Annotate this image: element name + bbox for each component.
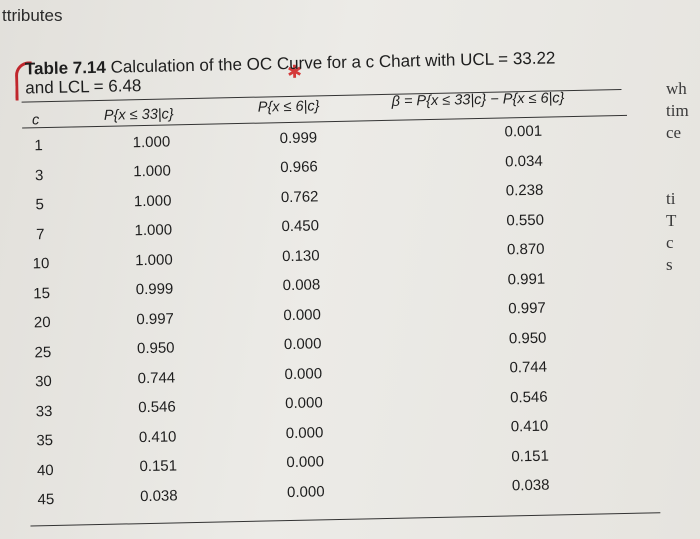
cell-c: 10 xyxy=(32,255,50,273)
cell-p-le-33: 0.410 xyxy=(138,428,177,446)
cell-p-le-6: 0.000 xyxy=(283,335,322,354)
cell-beta: 0.151 xyxy=(511,447,550,466)
header-beta: β = P{x ≤ 33|c} − P{x ≤ 6|c} xyxy=(391,90,565,110)
table-caption: Calculation of the OC Curve for a c Char… xyxy=(110,48,556,77)
cell-c: 5 xyxy=(35,196,45,214)
cell-beta: 0.870 xyxy=(506,241,545,259)
cell-p-le-6: 0.762 xyxy=(280,187,319,206)
cell-p-le-33: 1.000 xyxy=(133,162,172,181)
cell-p-le-33: 0.997 xyxy=(136,310,175,329)
cell-p-le-33: 1.000 xyxy=(134,251,173,270)
cell-beta: 0.950 xyxy=(508,329,547,348)
cell-p-le-33: 1.000 xyxy=(134,221,173,240)
cell-c: 35 xyxy=(36,431,54,450)
oc-curve-table: ✱ Table 7.14 Calculation of the OC Curve… xyxy=(0,12,675,531)
cell-p-le-33: 0.950 xyxy=(136,339,175,358)
cell-c: 15 xyxy=(33,284,51,302)
margin-line: tim xyxy=(666,101,689,120)
cell-c: 1 xyxy=(34,137,43,155)
cell-p-le-33: 0.038 xyxy=(139,487,178,505)
margin-line: c xyxy=(666,233,674,252)
margin-line: s xyxy=(666,255,673,274)
cell-c: 7 xyxy=(36,225,45,243)
cell-p-le-6: 0.000 xyxy=(285,423,324,442)
cell-beta: 0.001 xyxy=(504,123,543,141)
margin-line xyxy=(666,144,700,166)
cut-off-heading: ttributes xyxy=(2,6,63,25)
cell-c: 40 xyxy=(36,461,54,479)
cell-beta: 0.410 xyxy=(510,418,549,436)
margin-line xyxy=(666,166,700,188)
cell-p-le-33: 0.546 xyxy=(138,398,176,417)
cell-c: 33 xyxy=(35,402,53,420)
table-title-line2: and LCL = 6.48 xyxy=(25,76,142,98)
table-number: Table 7.14 xyxy=(24,57,107,79)
cell-p-le-6: 0.000 xyxy=(283,305,322,324)
header-p-le-6: P{x ≤ 6|c} xyxy=(257,98,320,116)
cell-beta: 0.546 xyxy=(509,388,548,407)
cell-p-le-33: 0.744 xyxy=(137,369,176,388)
margin-line: ce xyxy=(666,123,682,142)
cell-p-le-6: 0.008 xyxy=(282,276,321,295)
margin-line: T xyxy=(666,211,677,230)
cell-p-le-6: 0.000 xyxy=(286,453,325,472)
cell-p-le-6: 0.450 xyxy=(281,217,320,236)
cell-beta: 0.238 xyxy=(505,182,544,200)
cell-beta: 0.038 xyxy=(511,477,550,495)
cell-beta: 0.744 xyxy=(509,359,548,377)
right-margin-text: wh tim ce ti T c s xyxy=(666,78,700,276)
table-body: 1 1.000 0.999 0.001 3 1.000 0.966 0.034 5 1.000 0.… xyxy=(0,12,665,508)
margin-line: wh xyxy=(666,79,687,98)
cell-beta: 0.991 xyxy=(507,270,546,289)
cell-beta: 0.034 xyxy=(504,152,543,171)
cell-p-le-6: 0.130 xyxy=(281,246,320,265)
cell-p-le-6: 0.999 xyxy=(279,128,318,147)
cell-p-le-33: 0.151 xyxy=(139,457,178,476)
cell-p-le-6: 0.000 xyxy=(286,482,325,501)
cell-p-le-33: 1.000 xyxy=(132,133,171,152)
cell-p-le-33: 0.999 xyxy=(135,280,174,299)
cell-beta: 0.997 xyxy=(508,300,546,318)
header-p-le-33: P{x ≤ 33|c} xyxy=(103,106,174,124)
cell-p-le-6: 0.966 xyxy=(280,158,318,177)
cell-c: 20 xyxy=(33,314,51,332)
margin-line: ti xyxy=(666,189,676,208)
cell-p-le-6: 0.000 xyxy=(284,364,323,383)
cell-c: 45 xyxy=(37,490,55,509)
cell-beta: 0.550 xyxy=(506,211,545,230)
header-c: c xyxy=(31,112,40,129)
cell-c: 3 xyxy=(34,166,44,184)
cell-p-le-33: 1.000 xyxy=(133,192,172,211)
cell-p-le-6: 0.000 xyxy=(285,394,323,413)
cell-c: 25 xyxy=(34,343,52,361)
cell-c: 30 xyxy=(34,372,52,391)
